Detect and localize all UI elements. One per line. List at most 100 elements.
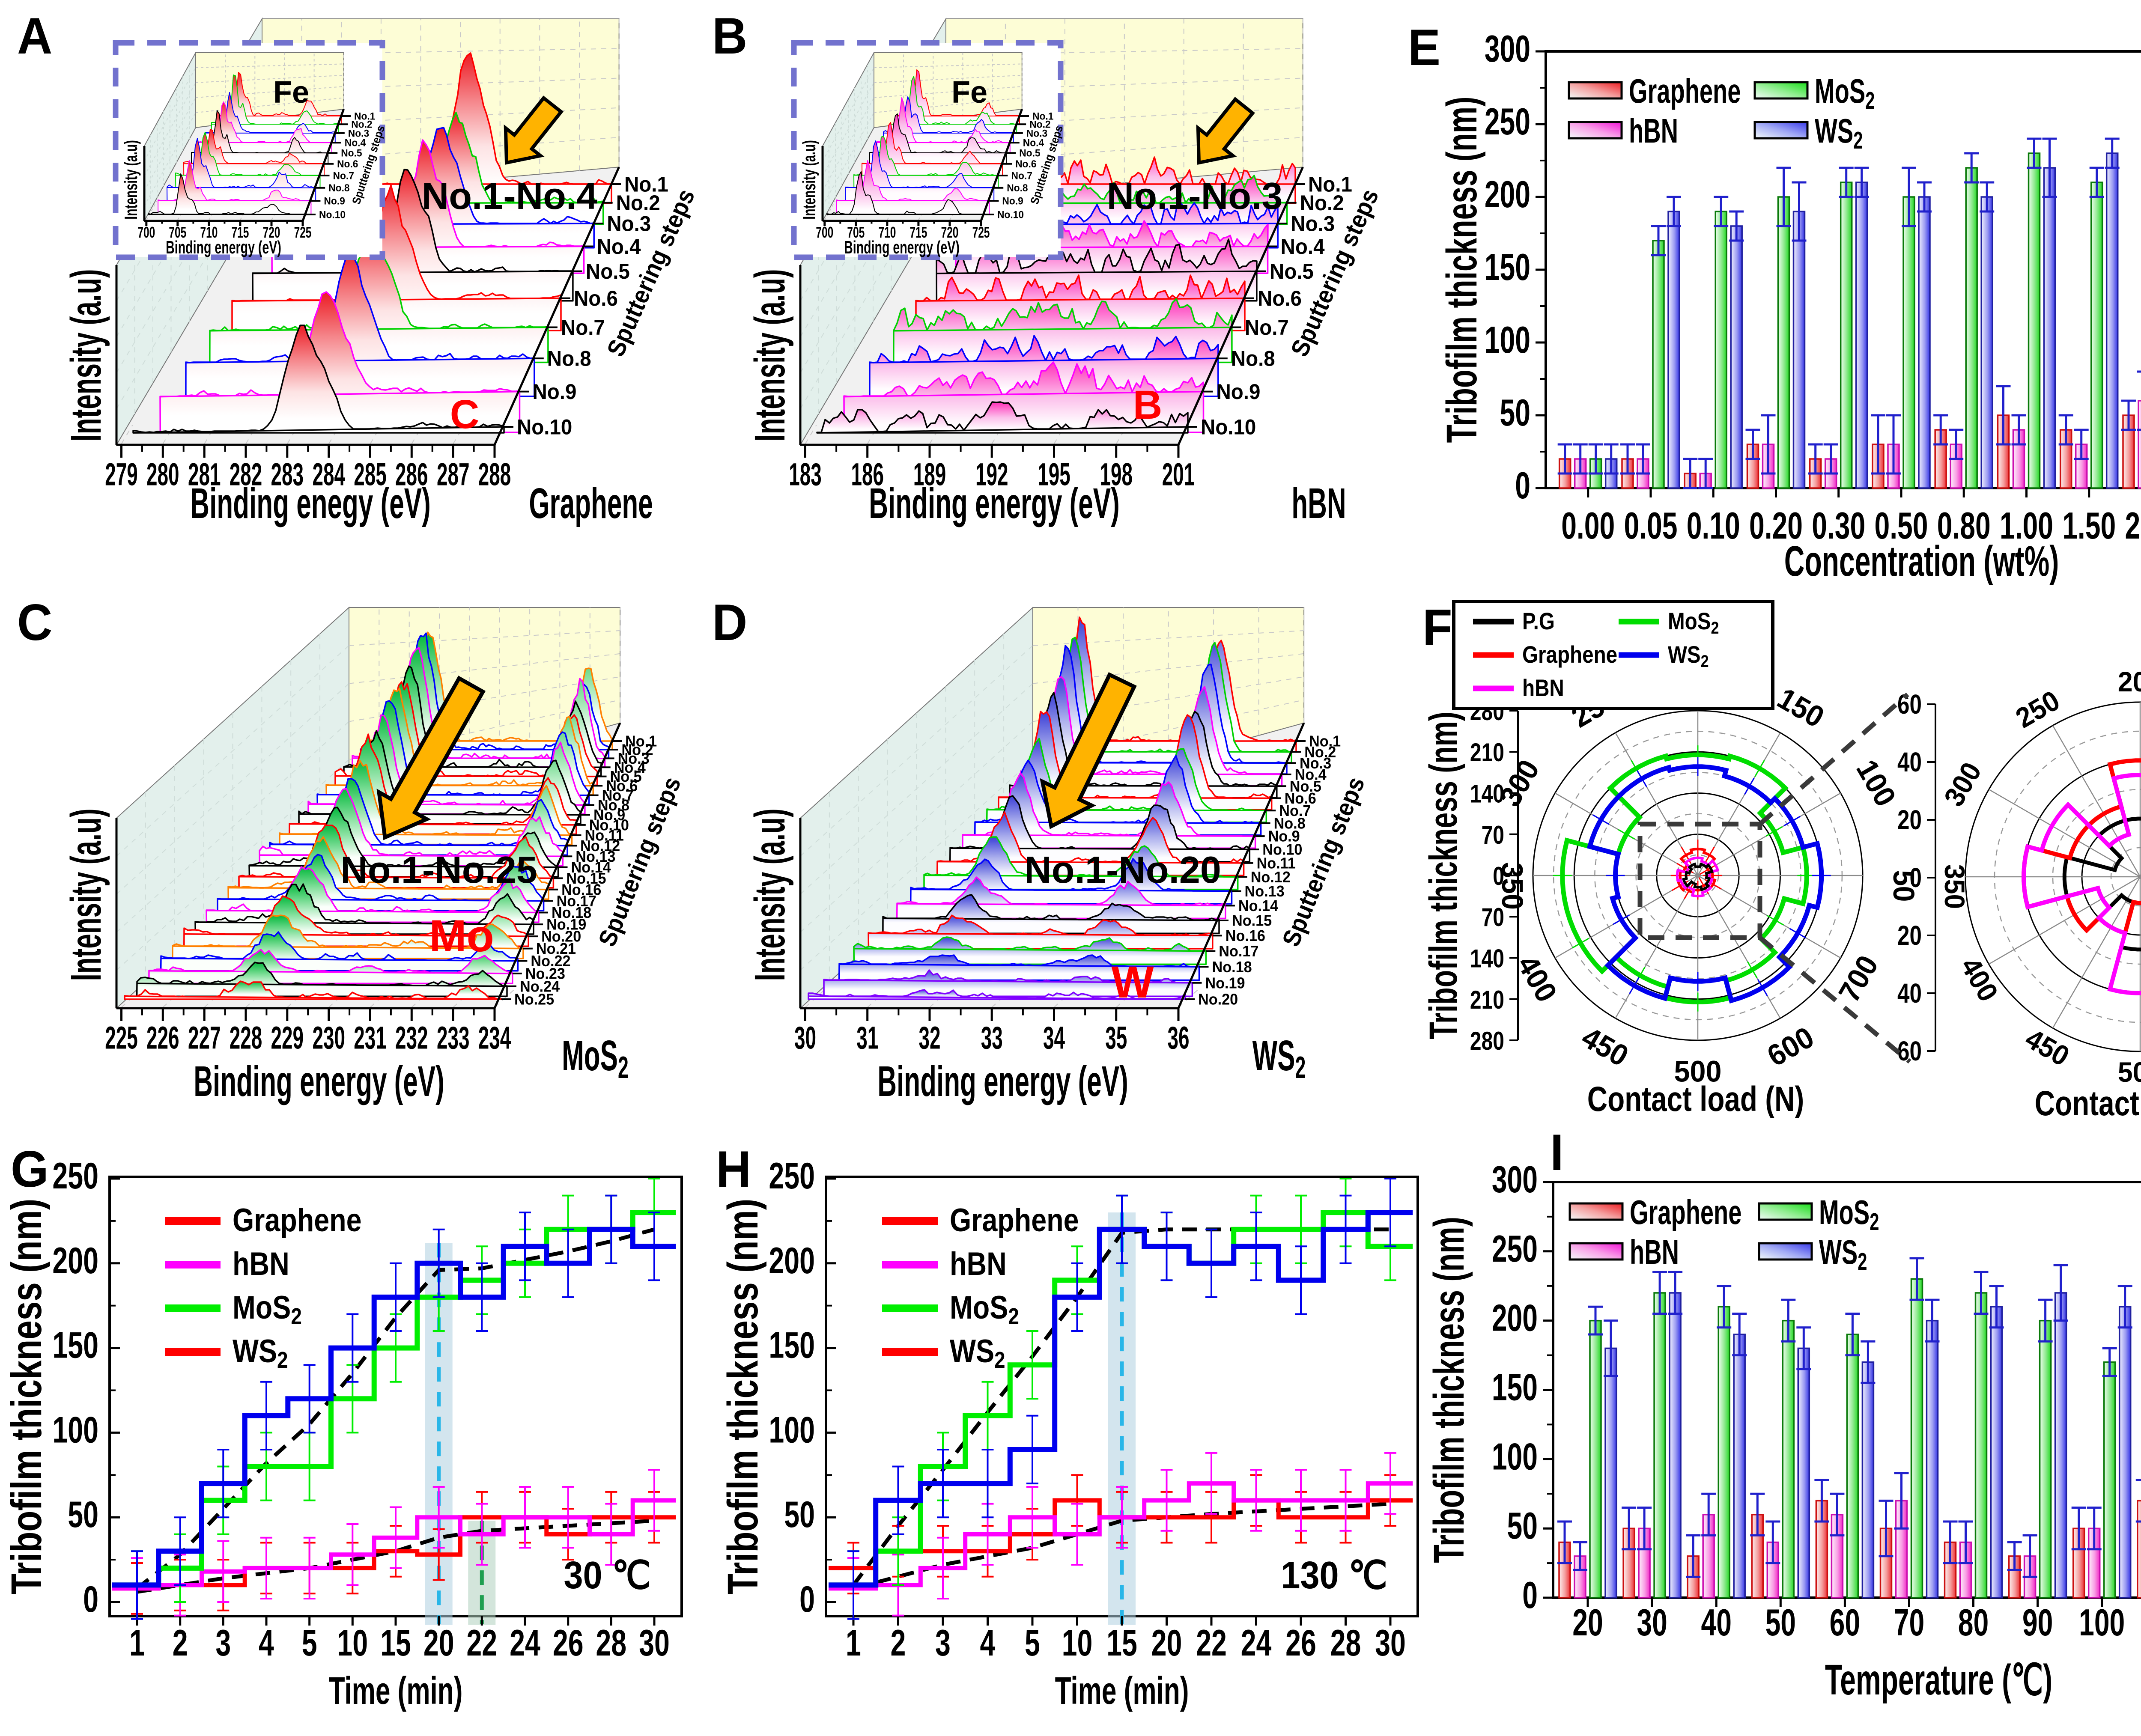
svg-text:No.19: No.19 — [1205, 975, 1245, 992]
svg-text:30 ℃: 30 ℃ — [564, 1554, 651, 1597]
svg-text:No.1: No.1 — [1308, 173, 1352, 196]
svg-text:100: 100 — [2079, 1602, 2125, 1644]
svg-text:Tribofilm thickness (nm): Tribofilm thickness (nm) — [1421, 712, 1465, 1039]
svg-text:Binding energy (eV): Binding energy (eV) — [869, 479, 1120, 527]
svg-text:50: 50 — [68, 1494, 98, 1535]
svg-text:No.9: No.9 — [1217, 380, 1261, 404]
svg-text:I: I — [1550, 1123, 1564, 1181]
svg-text:No.7: No.7 — [561, 316, 605, 339]
svg-text:234: 234 — [478, 1020, 511, 1056]
svg-text:5: 5 — [1025, 1623, 1040, 1664]
svg-text:28: 28 — [596, 1623, 626, 1664]
svg-text:2: 2 — [173, 1623, 188, 1664]
svg-text:Graphene: Graphene — [1522, 641, 1617, 668]
svg-text:20: 20 — [1897, 921, 1922, 951]
svg-text:40: 40 — [1897, 979, 1922, 1009]
svg-text:50: 50 — [784, 1494, 815, 1535]
svg-text:700: 700 — [816, 223, 833, 241]
svg-text:300: 300 — [1485, 28, 1530, 70]
svg-text:No.20: No.20 — [1198, 991, 1238, 1008]
svg-text:Graphene: Graphene — [950, 1202, 1079, 1238]
svg-text:20: 20 — [1897, 805, 1922, 836]
svg-text:40: 40 — [1701, 1602, 1731, 1644]
svg-text:D: D — [712, 593, 747, 651]
svg-text:3: 3 — [935, 1623, 951, 1664]
svg-text:hBN: hBN — [1522, 675, 1564, 701]
svg-text:300: 300 — [1492, 1158, 1538, 1200]
svg-text:0: 0 — [1515, 465, 1530, 506]
svg-text:No.10: No.10 — [517, 415, 572, 439]
svg-text:50: 50 — [1765, 1602, 1796, 1644]
svg-text:Binding enegy (eV): Binding enegy (eV) — [190, 479, 430, 527]
svg-text:H: H — [716, 1140, 751, 1197]
svg-text:227: 227 — [188, 1020, 221, 1056]
svg-text:1: 1 — [129, 1623, 145, 1664]
svg-text:Tribofilm thickness (nm): Tribofilm thickness (nm) — [1438, 97, 1486, 443]
svg-text:G: G — [11, 1140, 49, 1197]
svg-text:No.1-No.3: No.1-No.3 — [1107, 175, 1283, 217]
svg-text:Graphene: Graphene — [1630, 1193, 1741, 1231]
svg-text:Intensity (a.u): Intensity (a.u) — [62, 269, 110, 442]
svg-text:hBN: hBN — [1629, 111, 1678, 150]
svg-text:725: 725 — [294, 223, 312, 241]
svg-text:22: 22 — [1196, 1623, 1227, 1664]
svg-text:200: 200 — [769, 1240, 815, 1281]
svg-text:No.9: No.9 — [533, 380, 577, 404]
svg-text:No.5: No.5 — [341, 147, 362, 159]
svg-text:No.1: No.1 — [624, 173, 668, 196]
svg-text:200: 200 — [1492, 1297, 1538, 1339]
svg-text:70: 70 — [1894, 1602, 1924, 1644]
svg-text:232: 232 — [395, 1020, 428, 1056]
svg-text:No.16: No.16 — [1226, 927, 1265, 944]
svg-text:F: F — [1422, 599, 1452, 656]
svg-text:0: 0 — [83, 1579, 98, 1620]
svg-text:Temperature (℃): Temperature (℃) — [1825, 1656, 2052, 1703]
svg-text:0.10: 0.10 — [1687, 505, 1740, 547]
svg-text:33: 33 — [981, 1020, 1003, 1056]
svg-text:100: 100 — [769, 1409, 815, 1450]
svg-text:No.1-No.25: No.1-No.25 — [340, 849, 537, 891]
svg-text:No.8: No.8 — [547, 347, 591, 371]
svg-text:30: 30 — [1375, 1623, 1406, 1664]
svg-text:60: 60 — [1897, 1036, 1922, 1067]
svg-text:B: B — [712, 7, 747, 64]
svg-text:15: 15 — [1106, 1623, 1137, 1664]
svg-text:Graphene: Graphene — [233, 1202, 361, 1238]
svg-text:150: 150 — [1485, 246, 1530, 288]
svg-text:Binding energy (eV): Binding energy (eV) — [844, 237, 960, 257]
svg-text:200: 200 — [2118, 666, 2141, 698]
svg-text:229: 229 — [271, 1020, 304, 1056]
svg-text:231: 231 — [354, 1020, 387, 1056]
svg-text:20: 20 — [1572, 1602, 1603, 1644]
svg-text:Tribofilm thickness (nm): Tribofilm thickness (nm) — [3, 1199, 51, 1595]
svg-text:60: 60 — [1830, 1602, 1860, 1644]
svg-text:0.00: 0.00 — [1561, 505, 1615, 547]
svg-text:288: 288 — [478, 457, 511, 492]
svg-text:No.5: No.5 — [1270, 260, 1314, 283]
svg-text:hBN: hBN — [950, 1245, 1007, 1282]
svg-text:No.4: No.4 — [1281, 235, 1325, 259]
svg-text:200: 200 — [52, 1240, 98, 1281]
svg-text:201: 201 — [1162, 457, 1195, 492]
svg-text:Contact load (N): Contact load (N) — [2035, 1084, 2141, 1123]
svg-text:100: 100 — [1485, 319, 1530, 361]
svg-text:Fe: Fe — [951, 75, 987, 110]
svg-text:Intensity (a.u): Intensity (a.u) — [746, 809, 794, 981]
svg-text:No.1: No.1 — [1309, 733, 1341, 750]
svg-text:E: E — [1408, 18, 1440, 76]
svg-text:1.50: 1.50 — [2062, 505, 2116, 547]
svg-text:No.8: No.8 — [1007, 182, 1028, 194]
svg-text:5: 5 — [302, 1623, 317, 1664]
svg-text:24: 24 — [510, 1623, 540, 1664]
svg-text:No.1-No.20: No.1-No.20 — [1024, 849, 1221, 891]
svg-text:No.6: No.6 — [337, 158, 358, 170]
svg-text:36: 36 — [1167, 1020, 1189, 1056]
svg-text:4: 4 — [259, 1623, 274, 1664]
svg-text:No.7: No.7 — [1245, 316, 1289, 339]
svg-text:26: 26 — [553, 1623, 584, 1664]
svg-text:32: 32 — [918, 1020, 940, 1056]
svg-text:24: 24 — [1241, 1623, 1272, 1664]
svg-text:No.18: No.18 — [1212, 959, 1252, 976]
svg-text:No.5: No.5 — [1019, 147, 1040, 159]
svg-text:0: 0 — [799, 1579, 815, 1620]
